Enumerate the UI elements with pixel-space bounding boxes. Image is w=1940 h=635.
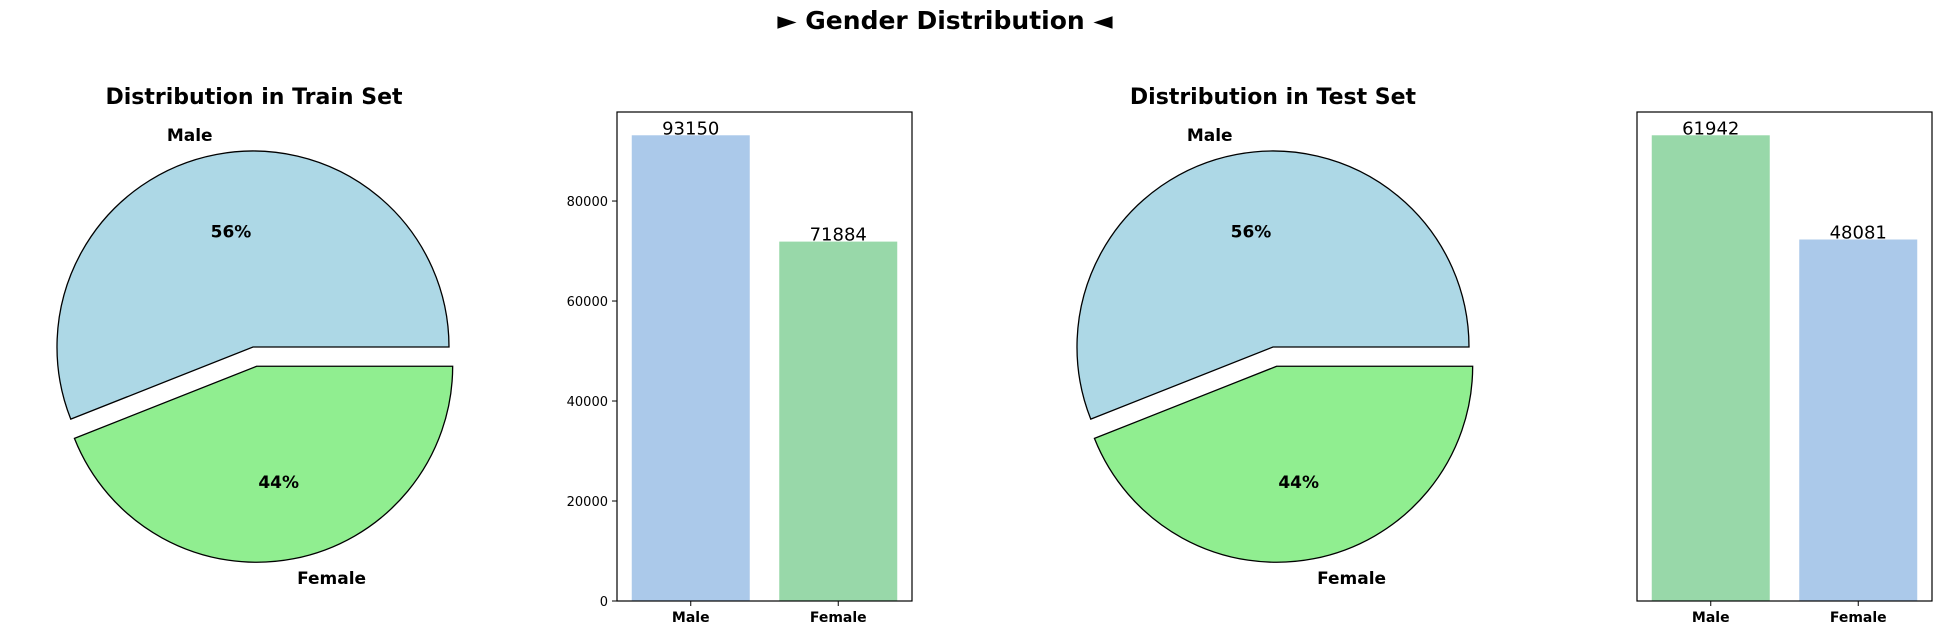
bar-male: [631, 135, 750, 602]
bar-chart-train: 93150 Male 71884 Female 0 20000 40000 60000 8000…: [567, 111, 913, 626]
x-tick-label-female: Female: [1830, 610, 1887, 626]
pie-label-male: Male: [1187, 126, 1233, 146]
pie-chart-test: Distribution in Test Set Male 56% Female 44…: [1076, 85, 1474, 589]
bar-value-label-female: 48081: [1830, 222, 1887, 243]
bar-value-label-male: 61942: [1682, 118, 1739, 139]
x-tick-label-male: Male: [1692, 610, 1730, 626]
bar-test-frame: [1636, 111, 1933, 602]
pie-label-male: Male: [167, 126, 213, 146]
bar-female: [1799, 239, 1918, 602]
x-tick-label-female: Female: [810, 610, 867, 626]
y-tick-label: 20000: [567, 495, 608, 510]
pie-pct-female: 44%: [258, 473, 299, 493]
bar-chart-test: 61942 Male 48081 Female: [1636, 111, 1933, 626]
y-tick-label: 0: [600, 595, 608, 610]
pie-label-female: Female: [297, 569, 366, 589]
bar-female: [779, 241, 898, 602]
pie-pct-male: 56%: [211, 222, 252, 242]
x-tick-label-male: Male: [672, 610, 710, 626]
y-tick-label: 80000: [567, 195, 608, 210]
bar-train-frame: [616, 111, 913, 602]
pie-wedge-female: [1093, 365, 1474, 563]
pie-chart-train: Distribution in Train Set Male 56% Female 4…: [56, 85, 454, 589]
pie-test-title: Distribution in Test Set: [1130, 85, 1417, 110]
pie-pct-female: 44%: [1278, 473, 1319, 493]
pie-wedge-male: [56, 150, 450, 420]
pie-label-female: Female: [1317, 569, 1386, 589]
pie-pct-male: 56%: [1231, 222, 1272, 242]
figure-suptitle: ► Gender Distribution ◄: [777, 6, 1113, 35]
bar-value-label-female: 71884: [810, 225, 867, 246]
y-tick-label: 60000: [567, 295, 608, 310]
y-tick-label: 40000: [567, 395, 608, 410]
bar-male: [1651, 135, 1770, 601]
bar-value-label-male: 93150: [662, 118, 719, 139]
pie-wedge-female: [73, 365, 454, 563]
pie-train-title: Distribution in Train Set: [106, 85, 403, 110]
pie-wedge-male: [1076, 150, 1470, 420]
